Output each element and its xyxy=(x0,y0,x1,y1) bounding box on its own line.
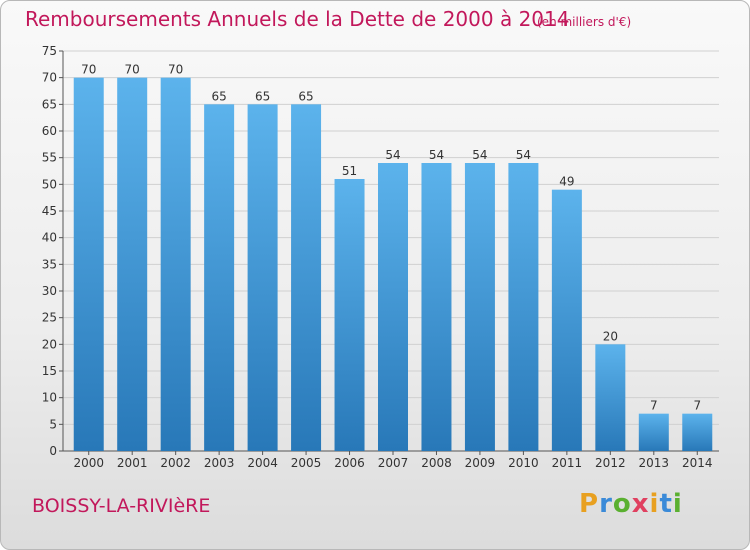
logo-letter: r xyxy=(599,489,613,519)
bar-2002 xyxy=(160,77,191,452)
value-label-2000: 70 xyxy=(81,63,96,77)
logo-letter: P xyxy=(579,489,600,519)
value-label-2003: 65 xyxy=(211,89,226,103)
x-tick-label-2012: 2012 xyxy=(595,456,626,470)
x-tick-label-2009: 2009 xyxy=(465,456,496,470)
value-label-2004: 65 xyxy=(255,89,270,103)
bar-2001 xyxy=(117,77,148,452)
x-tick-label-2011: 2011 xyxy=(552,456,583,470)
value-label-2011: 49 xyxy=(559,175,574,189)
commune-name: BOISSY-LA-RIVIèRE xyxy=(32,495,211,517)
value-label-2007: 54 xyxy=(385,148,400,162)
y-tick-label: 25 xyxy=(42,311,57,325)
bar-2009 xyxy=(464,163,495,451)
value-label-2006: 51 xyxy=(342,164,357,178)
logo-letter: i xyxy=(649,489,660,519)
y-tick-label: 75 xyxy=(42,44,57,58)
proxiti-logo: Proxiti xyxy=(579,489,683,519)
bar-2005 xyxy=(291,104,322,451)
bar-2010 xyxy=(508,163,539,451)
y-tick-label: 15 xyxy=(42,364,57,378)
bar-2007 xyxy=(378,163,408,451)
value-label-2013: 7 xyxy=(650,399,658,413)
x-tick-label-2004: 2004 xyxy=(247,456,278,470)
bars xyxy=(73,77,713,452)
value-label-2001: 70 xyxy=(125,63,140,77)
y-tick-label: 0 xyxy=(49,444,57,458)
x-tick-label-2010: 2010 xyxy=(508,456,539,470)
value-label-2014: 7 xyxy=(693,399,701,413)
value-label-2012: 20 xyxy=(603,329,618,343)
bar-2008 xyxy=(421,163,452,451)
x-tick-label-2002: 2002 xyxy=(160,456,191,470)
bar-2003 xyxy=(204,104,235,451)
y-tick-label: 35 xyxy=(42,257,57,271)
y-tick-label: 5 xyxy=(49,417,57,431)
x-tick-label-2003: 2003 xyxy=(204,456,235,470)
x-tick-label-2006: 2006 xyxy=(334,456,365,470)
logo-letter: i xyxy=(672,489,683,519)
value-label-2002: 70 xyxy=(168,63,183,77)
chart-title: Remboursements Annuels de la Dette de 20… xyxy=(25,7,570,31)
value-label-2009: 54 xyxy=(472,148,487,162)
y-tick-label: 30 xyxy=(42,284,57,298)
y-tick-label: 10 xyxy=(42,391,57,405)
bar-2013 xyxy=(638,413,669,451)
logo-letter: t xyxy=(659,489,673,519)
bar-2011 xyxy=(551,189,582,451)
x-tick-label-2005: 2005 xyxy=(291,456,322,470)
logo-letter: o xyxy=(612,489,632,519)
bar-2006 xyxy=(334,179,365,451)
y-tick-label: 65 xyxy=(42,97,57,111)
bar-2014 xyxy=(682,413,713,451)
y-tick-label: 20 xyxy=(42,337,57,351)
chart-subtitle: (en milliers d'€) xyxy=(537,15,632,29)
value-label-2008: 54 xyxy=(429,148,444,162)
x-tick-label-2014: 2014 xyxy=(682,456,713,470)
y-tick-label: 55 xyxy=(42,151,57,165)
value-label-2005: 65 xyxy=(298,89,313,103)
bar-2012 xyxy=(595,344,626,451)
y-tick-label: 40 xyxy=(42,231,57,245)
x-tick-label-2008: 2008 xyxy=(421,456,452,470)
bar-2000 xyxy=(73,77,104,452)
y-tick-label: 50 xyxy=(42,177,57,191)
y-tick-label: 45 xyxy=(42,204,57,218)
x-tick-label-2001: 2001 xyxy=(117,456,148,470)
y-tick-label: 60 xyxy=(42,124,57,138)
value-label-2010: 54 xyxy=(516,148,531,162)
logo-letter: x xyxy=(631,489,650,519)
labels: 0 5 10 15 20 25 30 35 40 45 50 55 60 65 70 75 70 2000 70 20… xyxy=(42,44,713,470)
bar-2004 xyxy=(247,104,278,451)
x-tick-label-2007: 2007 xyxy=(378,456,409,470)
x-tick-label-2000: 2000 xyxy=(73,456,104,470)
y-tick-label: 70 xyxy=(42,71,57,85)
x-tick-label-2013: 2013 xyxy=(639,456,670,470)
